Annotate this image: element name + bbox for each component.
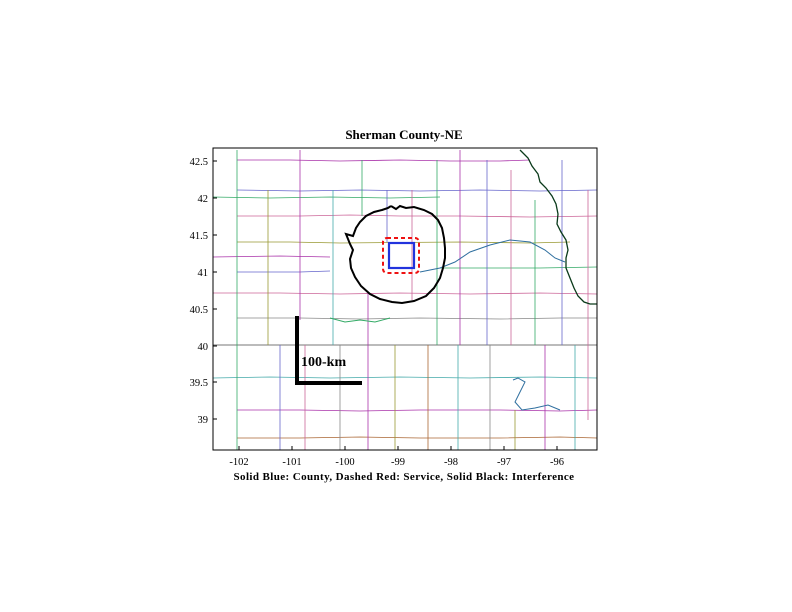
x-tick-label: -96 [550, 457, 564, 468]
county-border [212, 255, 331, 258]
y-axis [213, 160, 217, 420]
map-background [213, 148, 597, 450]
map-title: Sherman County-NE [345, 127, 462, 142]
county-outline [387, 241, 416, 270]
county-border [440, 266, 598, 269]
interference-contour [344, 204, 446, 305]
y-tick-label: 41 [198, 268, 209, 279]
y-tick-label: 40 [198, 342, 209, 353]
county-border [212, 376, 598, 379]
scale-bar: 100-km [295, 316, 362, 385]
county-borders [212, 150, 598, 450]
county-border [237, 409, 598, 412]
y-tick-labels: 42.5 42 41.5 41 40.5 40 39.5 39 [190, 157, 208, 426]
x-tick-label: -101 [282, 457, 301, 468]
map-frame [212, 147, 598, 451]
scale-bar-label: 100-km [301, 355, 346, 370]
x-tick-labels: -102 -101 -100 -99 -98 -97 -96 [229, 457, 564, 468]
county-border [237, 159, 531, 162]
x-tick-label: -98 [444, 457, 458, 468]
map-caption: Solid Blue: County, Dashed Red: Service,… [234, 471, 575, 483]
x-tick-label: -100 [335, 457, 354, 468]
service-contour [382, 237, 420, 274]
x-tick-label: -99 [391, 457, 405, 468]
y-tick-label: 39.5 [190, 378, 208, 389]
county-border [213, 292, 598, 295]
river-boundary [329, 317, 391, 323]
river-boundary [419, 239, 566, 273]
y-tick-label: 39 [198, 415, 209, 426]
x-tick-label: -97 [497, 457, 511, 468]
y-tick-label: 41.5 [190, 231, 208, 242]
county-border [237, 436, 598, 439]
y-tick-label: 42.5 [190, 157, 208, 168]
state-border-river [519, 149, 597, 305]
y-tick-label: 42 [198, 194, 209, 205]
y-tick-label: 40.5 [190, 305, 208, 316]
county-border [212, 196, 441, 199]
x-axis [238, 446, 558, 450]
map-plot-area: 100-km [212, 147, 598, 451]
x-tick-label: -102 [229, 457, 248, 468]
river-boundary [512, 377, 561, 411]
